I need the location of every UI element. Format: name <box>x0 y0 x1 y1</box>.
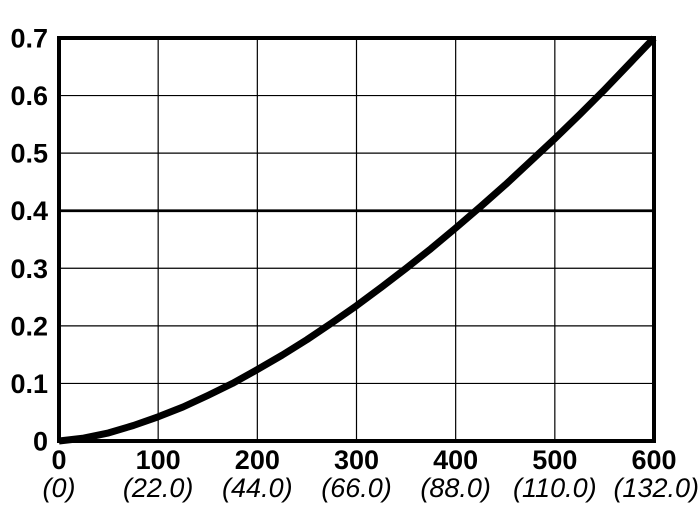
x-tick-label: 100 <box>136 445 181 475</box>
x-tick-secondary-label: (0) <box>43 473 76 503</box>
y-tick-label: 0.5 <box>10 139 48 169</box>
y-tick-label: 0.1 <box>10 369 48 399</box>
x-tick-secondary-label: (132.0) <box>613 473 699 503</box>
x-tick-secondary-label: (22.0) <box>123 473 194 503</box>
x-tick-label: 200 <box>235 445 280 475</box>
x-tick-secondary-label: (44.0) <box>222 473 293 503</box>
data-curve-curve <box>58 35 657 445</box>
y-tick-label: 0.2 <box>10 311 48 341</box>
x-tick-label: 600 <box>631 445 676 475</box>
x-tick-label: 400 <box>433 445 478 475</box>
y-tick-label: 0.3 <box>10 254 48 284</box>
y-tick-label: 0.4 <box>10 196 48 226</box>
y-tick-label: 0.6 <box>10 81 48 111</box>
x-tick-secondary-label: (88.0) <box>420 473 491 503</box>
x-tick-label: 300 <box>334 445 379 475</box>
plot-border <box>57 36 656 443</box>
x-tick-secondary-label: (66.0) <box>321 473 392 503</box>
x-tick-secondary-label: (110.0) <box>513 473 597 503</box>
y-tick-label: 0.7 <box>10 24 48 54</box>
y-tick-label: 0 <box>33 427 48 457</box>
x-tick-label: 0 <box>51 445 66 475</box>
x-tick-label: 500 <box>532 445 577 475</box>
